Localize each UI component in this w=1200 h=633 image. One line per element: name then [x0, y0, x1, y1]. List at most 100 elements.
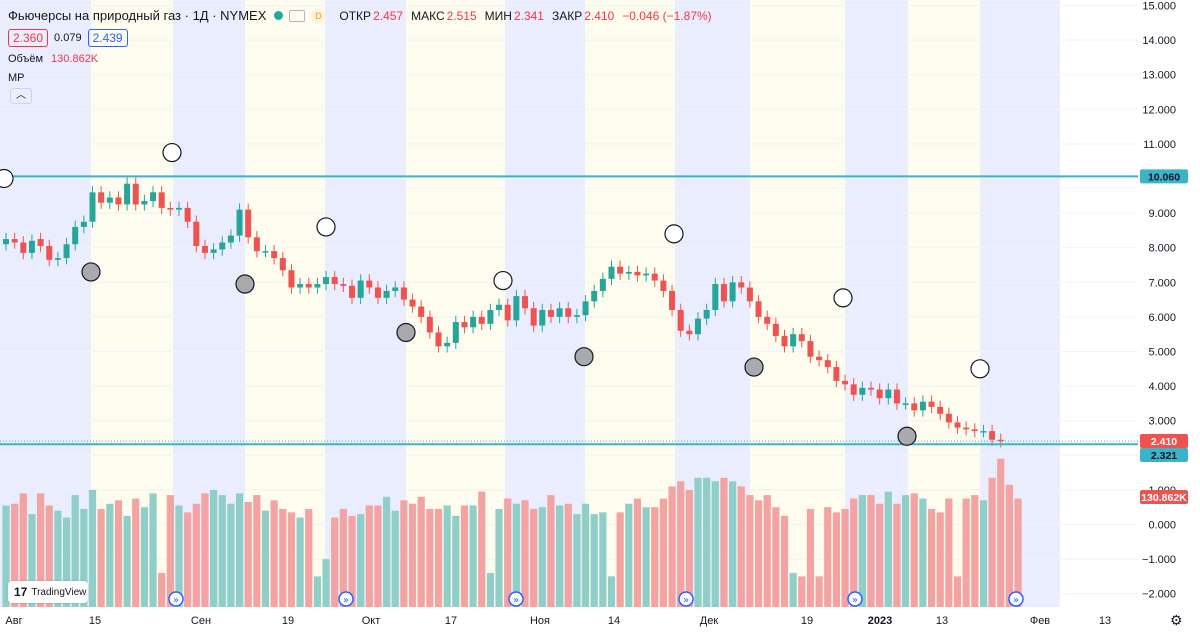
candle-body	[236, 209, 243, 236]
volume-bar	[261, 510, 270, 607]
volume-bar	[339, 508, 347, 607]
price-tick-label: 11.000	[1143, 139, 1176, 151]
volume-bar	[88, 489, 97, 607]
gear-icon[interactable]: ⚙	[1170, 612, 1183, 628]
volume-bar	[832, 512, 840, 607]
volume-legend[interactable]: Объём 130.862K	[8, 53, 98, 65]
volume-bar	[235, 493, 244, 607]
volume-value: 130.862K	[51, 53, 99, 65]
volume-bar	[772, 507, 780, 607]
volume-bar	[54, 510, 62, 607]
symbol-title[interactable]: Фьючерсы на природный газ · 1Д · NYMEX	[8, 8, 267, 23]
volume-bar	[504, 498, 512, 607]
volume-bar	[936, 512, 944, 607]
price-tick-label: 9.000	[1148, 208, 1176, 220]
tradingview-logo[interactable]: 17 TradingView	[8, 581, 88, 603]
candle-body	[980, 431, 987, 433]
volume-bar	[192, 503, 200, 607]
candle-body	[989, 431, 996, 440]
candle-body	[971, 429, 978, 432]
candle-body	[893, 389, 900, 404]
candle-body	[106, 197, 113, 203]
candle-body	[80, 221, 87, 227]
event-icon	[338, 591, 354, 607]
price-tag-label: 2.321	[1151, 450, 1177, 462]
volume-bar	[287, 512, 296, 607]
volume-bar	[538, 507, 546, 607]
volume-bar	[305, 508, 313, 607]
candle-body	[669, 290, 676, 310]
volume-bar	[452, 515, 460, 607]
candle-body	[625, 271, 632, 274]
market-status-dot[interactable]	[274, 11, 284, 20]
candle-body	[167, 207, 174, 210]
candle-body	[842, 380, 849, 385]
candle-body	[89, 192, 96, 222]
price-tick-label: 0.000	[1148, 520, 1176, 532]
volume-bar	[434, 508, 443, 607]
volume-bar	[357, 514, 365, 607]
sell-button[interactable]: 2.360	[8, 29, 49, 47]
delayed-data-badge[interactable]: D	[311, 8, 326, 23]
candle-body	[418, 306, 425, 317]
volume-bar	[599, 512, 607, 607]
volume-bar	[296, 517, 304, 607]
volume-bar	[2, 505, 10, 607]
candle-body	[478, 316, 485, 324]
volume-bar	[270, 500, 278, 607]
event-arrow-glyph: »	[343, 595, 349, 606]
candle-body	[115, 197, 122, 205]
candle-body	[573, 315, 580, 317]
filled-marker	[81, 262, 101, 282]
volume-bar	[729, 481, 737, 607]
candle-body	[695, 318, 701, 335]
time-tick-label: Окт	[362, 615, 381, 627]
candle-body	[305, 284, 312, 288]
candle-body	[928, 401, 935, 407]
price-tag-label: 2.410	[1151, 436, 1177, 448]
candle-body	[599, 278, 606, 291]
candle-body	[245, 209, 252, 238]
indicator-legend[interactable]: MP	[8, 72, 25, 84]
volume-bar	[841, 508, 849, 607]
price-axis[interactable]: 15.00014.00013.00012.00011.00010.0009.00…	[1138, 0, 1200, 607]
tradingview-mark-icon: 17	[14, 585, 28, 599]
candle-body	[37, 239, 44, 246]
volume-bar	[426, 508, 434, 607]
volume-bar	[244, 502, 252, 607]
candle-body	[176, 207, 182, 210]
volume-bar	[694, 477, 702, 607]
candle-body	[504, 304, 511, 321]
volume-bar	[348, 515, 356, 607]
candle-body	[193, 221, 200, 246]
candle-body	[46, 245, 53, 260]
volume-bar	[556, 505, 564, 607]
candle-body	[435, 332, 442, 347]
time-axis[interactable]: Авг 15 Сен 19 Окт 17 Ноя 14 Дек 19 2023 13 Фев 13 » » » »…	[0, 591, 1200, 633]
candle-body	[20, 242, 27, 253]
chevron-up-icon[interactable]: ︿	[10, 88, 32, 104]
time-tick-label: 19	[282, 615, 294, 627]
volume-bar	[149, 493, 157, 607]
month-band	[91, 0, 173, 607]
volume-bar	[806, 508, 815, 607]
volume-bar	[720, 477, 728, 607]
candle-body	[63, 244, 70, 259]
volume-bar	[997, 458, 1005, 607]
event-icon	[847, 591, 863, 607]
price-tick-label: 15.000	[1142, 1, 1176, 13]
time-tick-label: Ноя	[530, 615, 550, 627]
time-tick-label: 13	[1099, 615, 1111, 627]
price-tick-label: 8.000	[1148, 243, 1176, 255]
volume-bar	[331, 517, 339, 607]
volume-bar	[158, 572, 166, 607]
visibility-icon[interactable]	[289, 9, 306, 22]
volume-bar	[391, 510, 399, 607]
month-band	[325, 0, 406, 607]
candle-body	[314, 284, 321, 288]
volume-bar	[919, 498, 927, 607]
candle-body	[297, 284, 304, 288]
candle-body	[868, 387, 874, 390]
buy-button[interactable]: 2.439	[87, 29, 128, 47]
